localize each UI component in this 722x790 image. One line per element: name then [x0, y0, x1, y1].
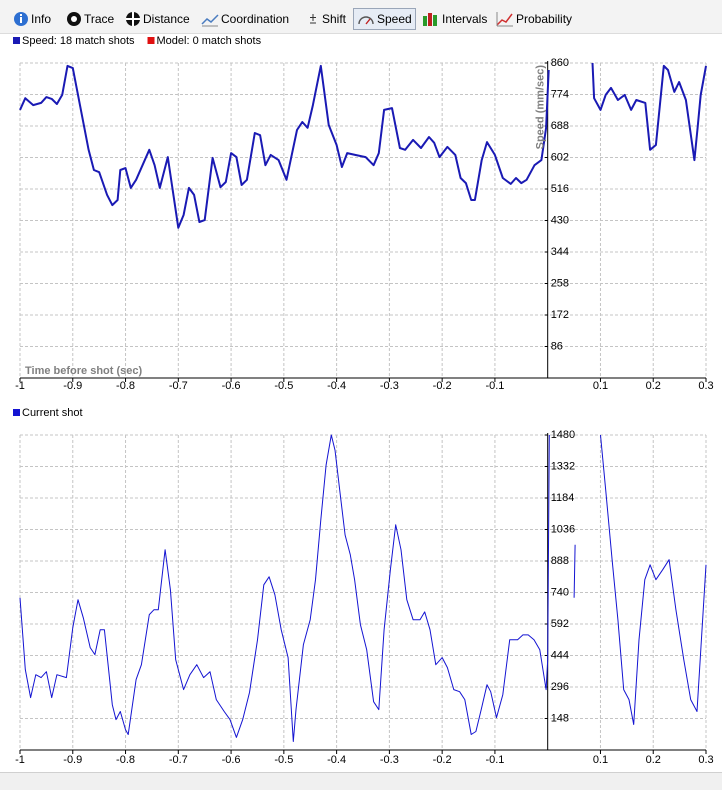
- tab-label: Distance: [143, 12, 190, 26]
- y-tick-label: 516: [551, 183, 569, 195]
- icon: [496, 12, 513, 27]
- y-tick-label: 1036: [551, 523, 575, 535]
- icon: [358, 16, 374, 25]
- tab-shift[interactable]: Shift: [302, 8, 350, 30]
- tab-label: Intervals: [442, 12, 488, 26]
- x-tick-label: -0.7: [169, 380, 188, 392]
- y-tick-label: 344: [551, 246, 569, 258]
- x-tick-label: -0.9: [63, 380, 82, 392]
- x-tick-label: -0.4: [327, 380, 346, 392]
- tab-info[interactable]: Info: [9, 8, 55, 30]
- x-tick-label: 0.1: [593, 380, 608, 392]
- icon: [67, 12, 81, 26]
- legend-swatch: [13, 37, 20, 44]
- tab-label: Speed: [377, 12, 412, 26]
- x-tick-label: -0.9: [63, 754, 82, 766]
- y-tick-label: 774: [551, 88, 569, 100]
- y-tick-label: 444: [551, 649, 569, 661]
- x-tick-label: 0.3: [698, 380, 713, 392]
- icon: [423, 13, 437, 26]
- y-tick-label: 602: [551, 151, 569, 163]
- y-tick-label: 740: [551, 586, 569, 598]
- y-tick-label: 592: [551, 618, 569, 630]
- y-tick-label: 148: [551, 712, 569, 724]
- y-tick-label: 1332: [551, 460, 575, 472]
- x-tick-label: 0.2: [646, 380, 661, 392]
- y-tick-label: 688: [551, 120, 569, 132]
- toolbar: Info Trace Distance Coordination Shift S…: [0, 0, 722, 34]
- legend-swatch: [147, 37, 155, 44]
- y-tick-label: 172: [551, 309, 569, 321]
- x-tick-label: -1: [15, 754, 25, 766]
- x-tick-label: -0.6: [222, 380, 241, 392]
- y-tick-label: 296: [551, 681, 569, 693]
- x-tick-label: -0.4: [327, 754, 346, 766]
- x-tick-label: 0.2: [646, 754, 661, 766]
- tab-label: Trace: [84, 12, 115, 26]
- x-tick-label: -0.1: [485, 754, 504, 766]
- y-tick-label: 860: [551, 57, 569, 69]
- status-bar: [0, 772, 722, 790]
- tab-probability[interactable]: Probability: [492, 8, 576, 30]
- tab-speed[interactable]: Speed: [353, 8, 416, 30]
- x-tick-label: -0.2: [433, 754, 452, 766]
- tab-trace[interactable]: Trace: [62, 8, 118, 30]
- x-tick-label: -0.8: [116, 754, 135, 766]
- y-tick-label: 1480: [551, 429, 575, 441]
- x-tick-label: -0.2: [433, 380, 452, 392]
- y-tick-label: 888: [551, 555, 569, 567]
- data-line: [19, 62, 707, 229]
- x-tick-label: -0.3: [380, 754, 399, 766]
- x-tick-label: -0.5: [274, 380, 293, 392]
- legend-swatch: [13, 409, 20, 416]
- x-tick-label: -0.3: [380, 380, 399, 392]
- icon: [201, 14, 219, 27]
- legend-label: Current shot: [22, 407, 83, 419]
- x-tick-label: -0.8: [116, 380, 135, 392]
- x-tick-label: 0.3: [698, 754, 713, 766]
- x-tick-label: -0.6: [222, 754, 241, 766]
- tab-coordination[interactable]: Coordination: [197, 8, 293, 30]
- data-line: [19, 434, 707, 742]
- x-axis-label: Time before shot (sec): [25, 365, 142, 377]
- x-tick-label: 0.1: [593, 754, 608, 766]
- tab-distance[interactable]: Distance: [121, 8, 194, 30]
- x-tick-label: -0.7: [169, 754, 188, 766]
- tab-label: Shift: [322, 12, 347, 26]
- tab-label: Probability: [516, 12, 573, 26]
- legend-label: Model: 0 match shots: [157, 35, 262, 47]
- y-tick-label: 1184: [551, 492, 575, 504]
- tab-intervals[interactable]: Intervals: [418, 8, 491, 30]
- icon: [14, 12, 28, 26]
- x-tick-label: -0.1: [485, 380, 504, 392]
- icon: [310, 14, 316, 24]
- tab-label: Info: [31, 12, 52, 26]
- y-tick-label: 430: [551, 214, 569, 226]
- tab-label: Coordination: [221, 12, 290, 26]
- y-tick-label: 86: [551, 340, 563, 352]
- legend-label: Speed: 18 match shots: [22, 35, 135, 47]
- icon: [126, 12, 140, 26]
- y-tick-label: 258: [551, 277, 569, 289]
- x-tick-label: -0.5: [274, 754, 293, 766]
- y-axis-label: Speed (mm/sec): [535, 65, 547, 150]
- x-tick-label: -1: [15, 380, 25, 392]
